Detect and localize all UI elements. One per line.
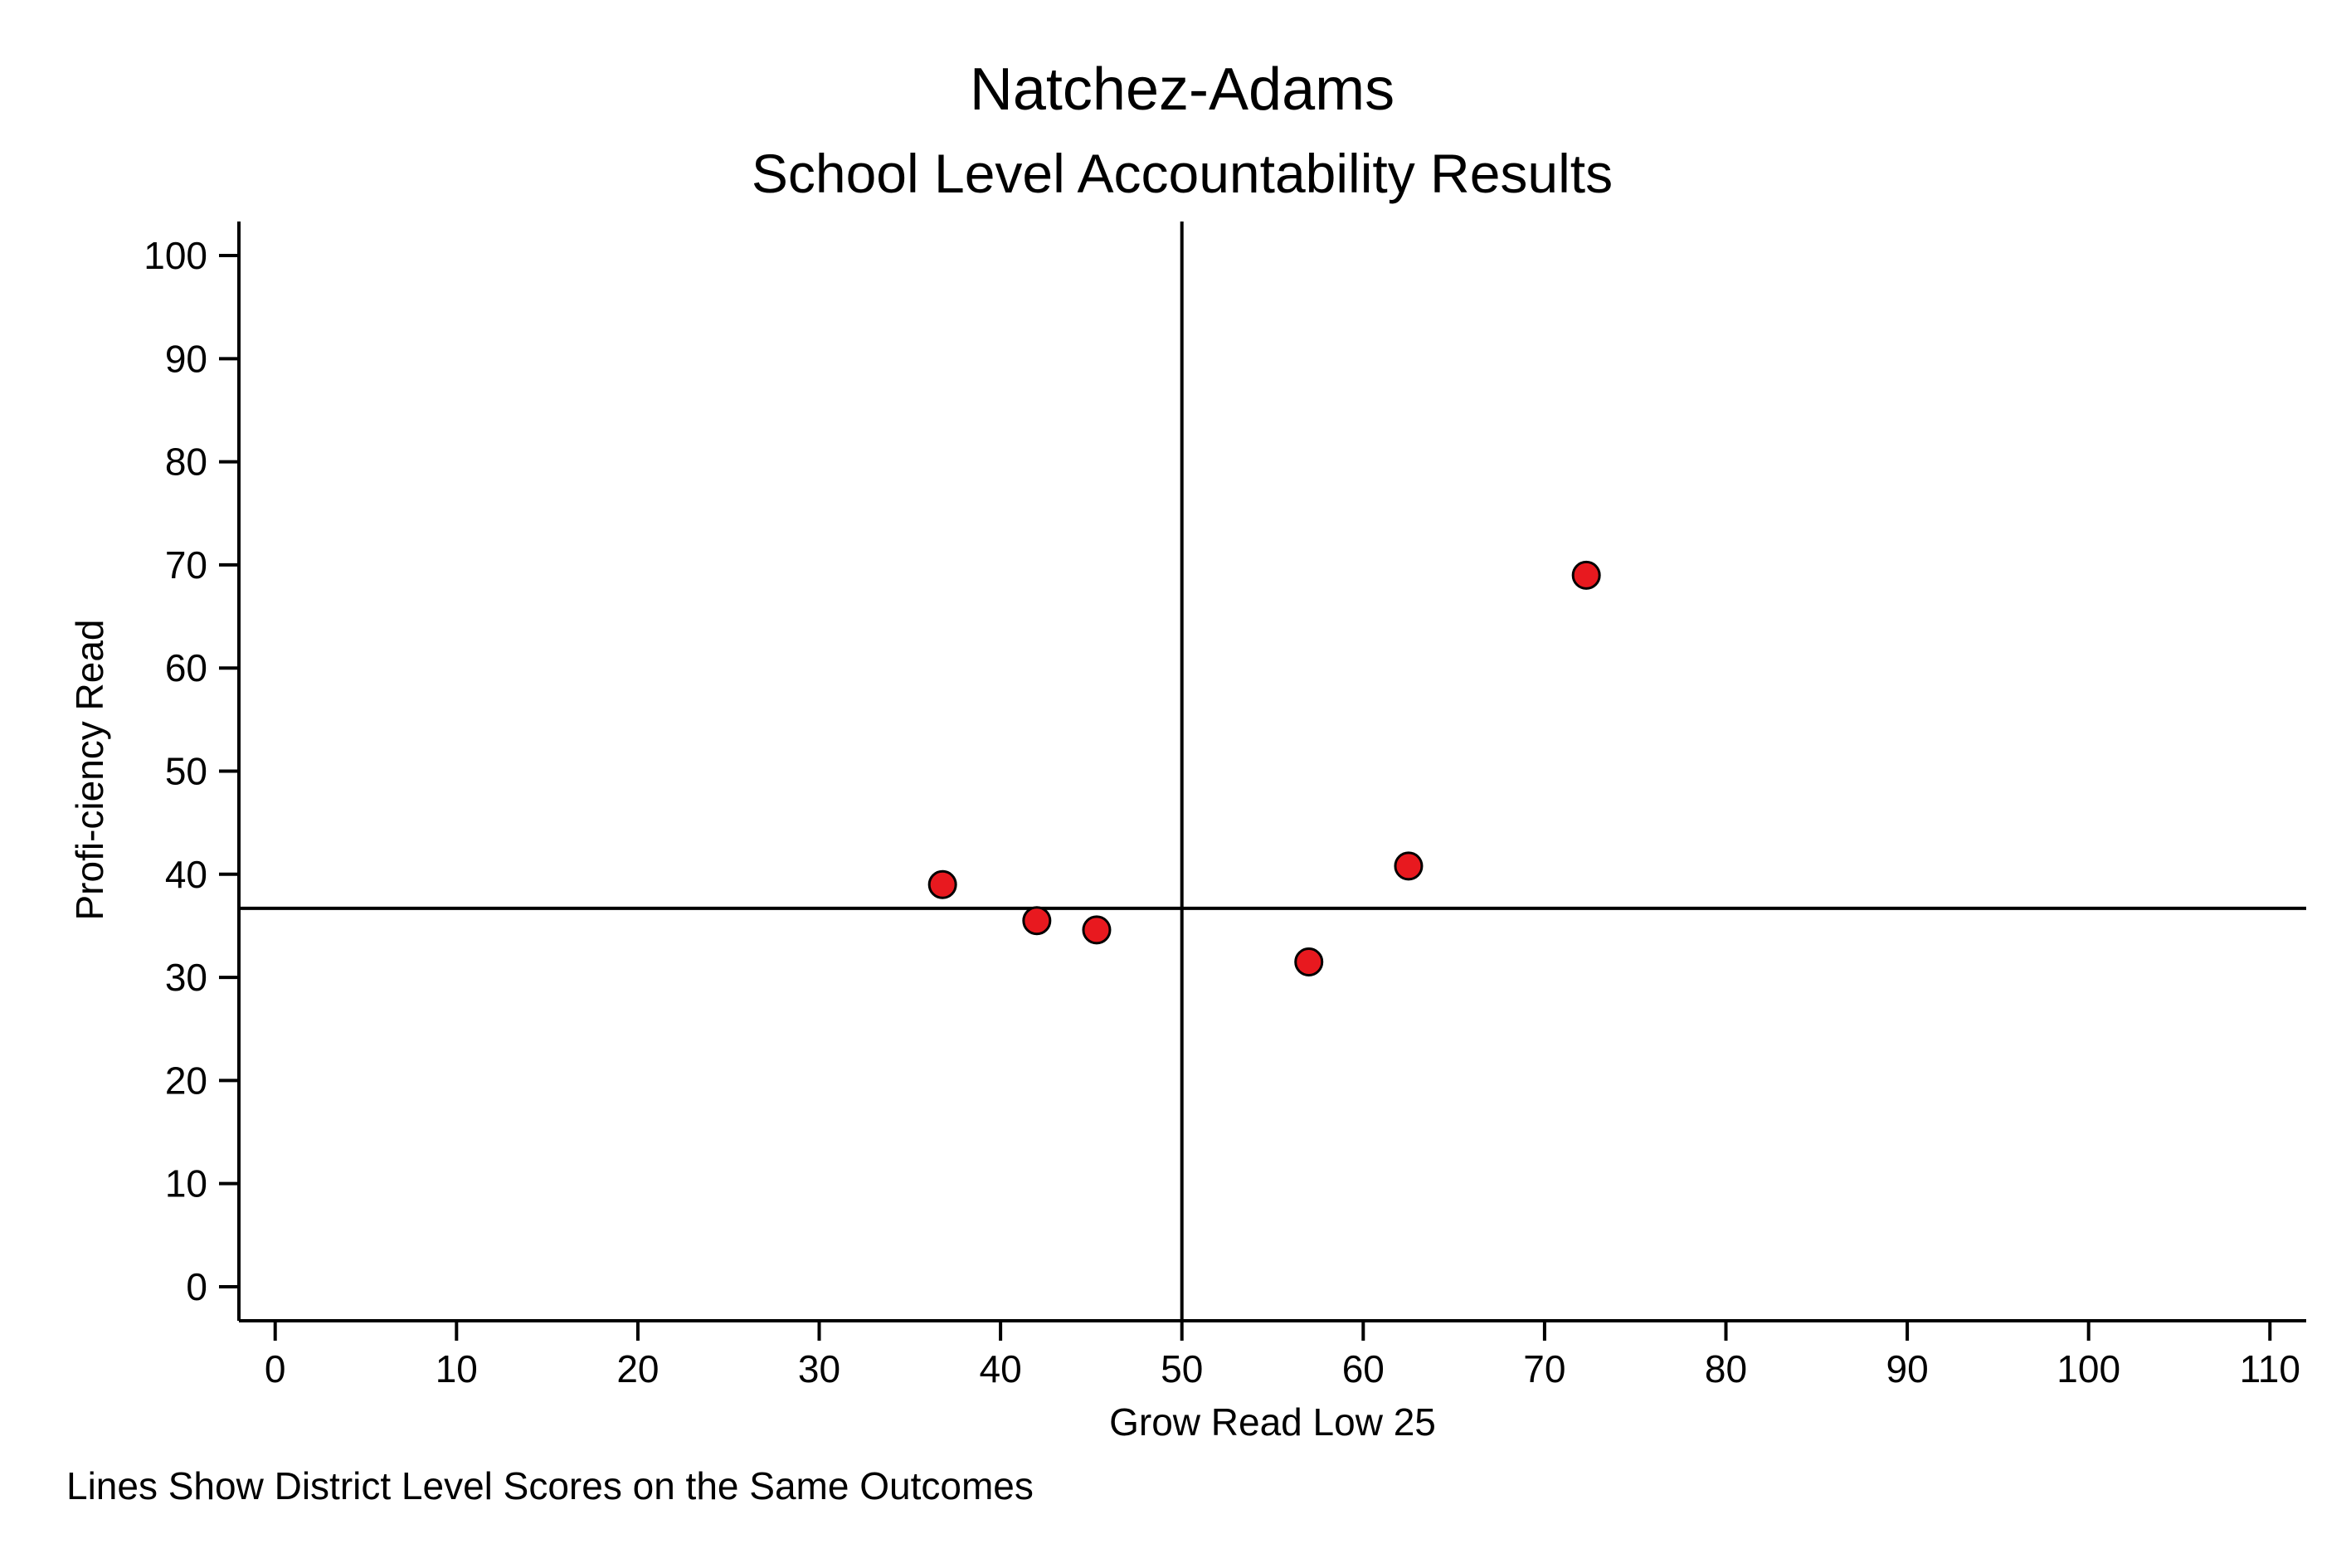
y-axis-label: Profi-ciency Read — [68, 619, 111, 920]
x-tick-label: 20 — [616, 1347, 659, 1390]
chart-subtitle: School Level Accountability Results — [752, 143, 1613, 204]
y-tick-label: 20 — [165, 1059, 207, 1102]
data-point — [927, 869, 957, 899]
data-points — [927, 560, 1601, 976]
y-tick-label: 70 — [165, 543, 207, 587]
reference-lines — [239, 222, 2306, 1321]
x-tick-label: 30 — [798, 1347, 840, 1390]
y-tick-label: 50 — [165, 750, 207, 793]
data-point — [1571, 560, 1601, 590]
x-tick-label: 70 — [1523, 1347, 1565, 1390]
axes: 0 10 20 30 40 50 60 70 80 90 100 0 10 20 30 40 50 60 70 80 9… — [144, 222, 2306, 1390]
x-tick-label: 40 — [980, 1347, 1022, 1390]
y-tick-label: 0 — [186, 1265, 207, 1308]
chart-note: Lines Show District Level Scores on the … — [66, 1464, 1034, 1507]
x-tick-label: 50 — [1161, 1347, 1203, 1390]
x-axis-label: Grow Read Low 25 — [1109, 1400, 1436, 1444]
data-point — [1294, 947, 1324, 976]
y-tick-label: 90 — [165, 337, 207, 380]
y-tick-label: 60 — [165, 646, 207, 689]
data-point — [1022, 906, 1052, 936]
data-point — [1082, 915, 1112, 945]
x-tick-label: 60 — [1342, 1347, 1385, 1390]
x-tick-label: 90 — [1886, 1347, 1929, 1390]
chart-title: Natchez-Adams — [970, 56, 1395, 123]
x-tick-label: 100 — [2057, 1347, 2120, 1390]
x-tick-label: 80 — [1705, 1347, 1747, 1390]
x-tick-label: 110 — [2240, 1347, 2300, 1390]
data-point — [1394, 851, 1424, 881]
y-tick-label: 10 — [165, 1162, 207, 1205]
x-tick-label: 10 — [436, 1347, 478, 1390]
x-tick-label: 0 — [265, 1347, 286, 1390]
y-tick-label: 80 — [165, 441, 207, 484]
y-tick-label: 40 — [165, 853, 207, 896]
y-tick-label: 30 — [165, 956, 207, 999]
y-tick-label: 100 — [144, 234, 207, 277]
